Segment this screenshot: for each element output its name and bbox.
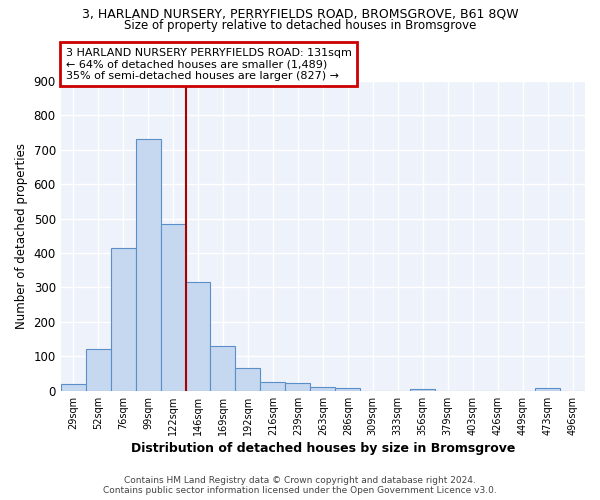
X-axis label: Distribution of detached houses by size in Bromsgrove: Distribution of detached houses by size …: [131, 442, 515, 455]
Text: 3, HARLAND NURSERY, PERRYFIELDS ROAD, BROMSGROVE, B61 8QW: 3, HARLAND NURSERY, PERRYFIELDS ROAD, BR…: [82, 8, 518, 20]
Text: Contains HM Land Registry data © Crown copyright and database right 2024.
Contai: Contains HM Land Registry data © Crown c…: [103, 476, 497, 495]
Text: 3 HARLAND NURSERY PERRYFIELDS ROAD: 131sqm
← 64% of detached houses are smaller : 3 HARLAND NURSERY PERRYFIELDS ROAD: 131s…: [66, 48, 352, 80]
Bar: [136, 140, 161, 391]
Bar: [110, 248, 136, 391]
Bar: [185, 282, 211, 391]
Bar: [410, 389, 435, 391]
Bar: [211, 346, 235, 391]
Y-axis label: Number of detached properties: Number of detached properties: [15, 143, 28, 329]
Bar: [335, 388, 360, 391]
Bar: [61, 384, 86, 391]
Text: Size of property relative to detached houses in Bromsgrove: Size of property relative to detached ho…: [124, 19, 476, 32]
Bar: [286, 383, 310, 391]
Bar: [260, 382, 286, 391]
Bar: [86, 349, 110, 391]
Bar: [535, 388, 560, 391]
Bar: [235, 368, 260, 391]
Bar: [310, 388, 335, 391]
Bar: [161, 224, 185, 391]
